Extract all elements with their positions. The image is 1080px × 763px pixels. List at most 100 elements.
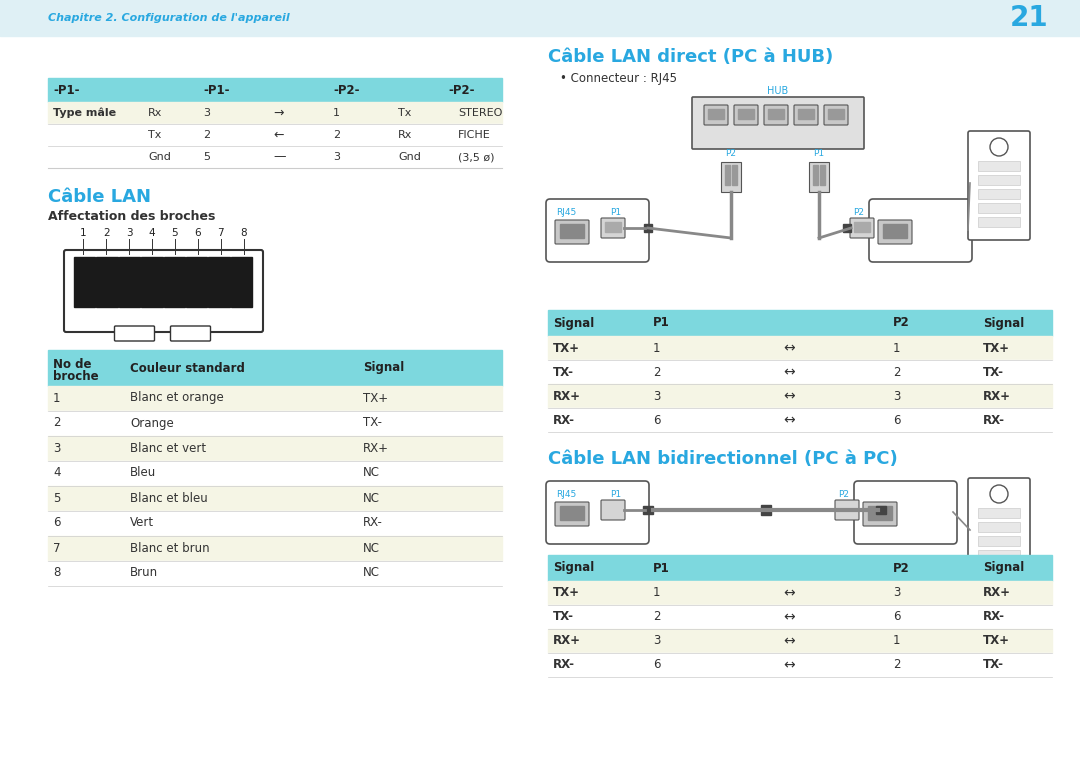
- Text: —: —: [273, 150, 285, 163]
- FancyBboxPatch shape: [854, 481, 957, 544]
- Bar: [48, 461, 502, 486]
- FancyBboxPatch shape: [794, 105, 818, 125]
- FancyBboxPatch shape: [878, 220, 912, 244]
- Text: 4: 4: [53, 466, 60, 479]
- Text: broche: broche: [53, 370, 98, 383]
- Text: Blanc et vert: Blanc et vert: [130, 442, 206, 455]
- FancyBboxPatch shape: [171, 326, 211, 341]
- Text: RX-: RX-: [553, 414, 575, 427]
- Text: 2: 2: [893, 658, 901, 671]
- Text: P2: P2: [726, 149, 737, 158]
- Text: TX-: TX-: [983, 365, 1004, 378]
- Text: • Connecteur : RJ45: • Connecteur : RJ45: [561, 72, 677, 85]
- Text: 6: 6: [53, 517, 60, 530]
- Text: TX+: TX+: [983, 342, 1010, 355]
- Bar: [978, 508, 1020, 518]
- Text: RX-: RX-: [553, 658, 575, 671]
- Bar: [548, 384, 1052, 408]
- Text: (3,5 ø): (3,5 ø): [458, 152, 495, 162]
- Text: 1: 1: [80, 228, 86, 238]
- Text: RX-: RX-: [363, 517, 383, 530]
- Text: Bleu: Bleu: [130, 466, 157, 479]
- Text: TX-: TX-: [553, 365, 573, 378]
- Text: 2: 2: [653, 365, 661, 378]
- Text: ↔: ↔: [783, 634, 795, 648]
- Text: -P1-: -P1-: [53, 83, 80, 96]
- Text: FICHE: FICHE: [458, 130, 490, 140]
- Text: Type mâle: Type mâle: [53, 108, 117, 118]
- Text: 3: 3: [333, 152, 340, 162]
- Bar: [75, 257, 95, 307]
- Text: NC: NC: [363, 491, 380, 504]
- Text: 2: 2: [333, 130, 340, 140]
- Text: Signal: Signal: [553, 317, 594, 330]
- FancyBboxPatch shape: [968, 478, 1030, 587]
- Text: Tx: Tx: [399, 108, 411, 118]
- Text: TX-: TX-: [553, 610, 573, 623]
- Text: 1: 1: [53, 391, 60, 404]
- Bar: [813, 165, 818, 185]
- Bar: [738, 109, 754, 119]
- Bar: [186, 257, 207, 307]
- Text: 3: 3: [203, 108, 210, 118]
- Bar: [48, 124, 502, 146]
- Text: 5: 5: [53, 491, 60, 504]
- Bar: [48, 146, 502, 168]
- Bar: [843, 224, 851, 232]
- FancyBboxPatch shape: [114, 326, 154, 341]
- Text: TX+: TX+: [363, 391, 388, 404]
- Bar: [760, 505, 770, 515]
- Bar: [48, 78, 502, 102]
- Text: 5: 5: [203, 152, 210, 162]
- Text: 21: 21: [1010, 4, 1048, 32]
- Text: RX+: RX+: [983, 389, 1011, 403]
- FancyBboxPatch shape: [835, 500, 859, 520]
- Text: HUB: HUB: [768, 86, 788, 96]
- Text: Rx: Rx: [148, 108, 162, 118]
- Bar: [48, 350, 502, 386]
- FancyBboxPatch shape: [546, 199, 649, 262]
- Bar: [548, 555, 1052, 581]
- Bar: [828, 109, 843, 119]
- Text: STEREO: STEREO: [458, 108, 502, 118]
- Text: 4: 4: [149, 228, 156, 238]
- Text: Tx: Tx: [148, 130, 161, 140]
- Text: NC: NC: [363, 466, 380, 479]
- FancyBboxPatch shape: [734, 105, 758, 125]
- Text: 2: 2: [893, 365, 901, 378]
- Text: P1: P1: [813, 149, 824, 158]
- Bar: [119, 257, 140, 307]
- Text: P2: P2: [838, 490, 849, 499]
- Text: 2: 2: [53, 417, 60, 430]
- Text: Câble LAN direct (PC à HUB): Câble LAN direct (PC à HUB): [548, 48, 834, 66]
- Text: Câble LAN: Câble LAN: [48, 188, 151, 206]
- Text: P1: P1: [610, 208, 621, 217]
- Text: Signal: Signal: [553, 562, 594, 575]
- Text: TX+: TX+: [553, 587, 580, 600]
- Bar: [978, 522, 1020, 532]
- Text: Chapitre 2. Configuration de l'appareil: Chapitre 2. Configuration de l'appareil: [48, 13, 289, 23]
- Bar: [48, 561, 502, 586]
- Bar: [548, 336, 1052, 360]
- Text: 6: 6: [893, 610, 901, 623]
- Text: 8: 8: [53, 566, 60, 580]
- Bar: [883, 224, 907, 238]
- Text: ↔: ↔: [783, 389, 795, 403]
- Text: ↔: ↔: [783, 341, 795, 355]
- Text: 3: 3: [653, 635, 660, 648]
- Text: 1: 1: [893, 635, 901, 648]
- Text: Blanc et orange: Blanc et orange: [130, 391, 224, 404]
- Text: 6: 6: [653, 658, 661, 671]
- Text: 5: 5: [172, 228, 178, 238]
- Text: 1: 1: [653, 342, 661, 355]
- Bar: [48, 486, 502, 511]
- Text: P1: P1: [653, 562, 670, 575]
- Text: RX+: RX+: [553, 389, 581, 403]
- Text: ↔: ↔: [783, 610, 795, 624]
- FancyBboxPatch shape: [764, 105, 788, 125]
- Bar: [48, 102, 502, 124]
- FancyBboxPatch shape: [600, 218, 625, 238]
- FancyBboxPatch shape: [704, 105, 728, 125]
- Bar: [768, 109, 784, 119]
- Bar: [48, 386, 502, 411]
